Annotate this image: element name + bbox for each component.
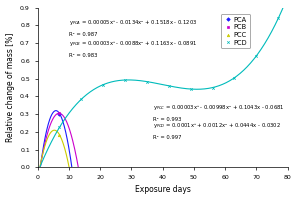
PCD [145,80,149,83]
PCC [36,178,39,181]
PCB [58,112,61,114]
Line: PCB: PCB [36,112,280,200]
PCA [36,187,39,190]
PCB [36,182,39,184]
Line: PCD: PCD [36,17,280,174]
PCD [58,126,61,128]
Text: R² = 0.983: R² = 0.983 [69,53,97,58]
Legend: PCA, PCB, PCC, PCD: PCA, PCB, PCC, PCD [221,14,250,48]
Y-axis label: Relative change of mass [%]: Relative change of mass [%] [6,33,15,142]
PCD [255,55,258,57]
Text: y$_{PCB}$ = 0.00003x³ - 0.0088x² + 0.1163x - 0.0891: y$_{PCB}$ = 0.00003x³ - 0.0088x² + 0.116… [69,39,197,48]
Text: R² = 0.997: R² = 0.997 [153,135,182,140]
PCD [276,17,280,20]
Text: y$_{PCA}$ = 0.00005x³ - 0.0134x² + 0.1518x - 0.1203: y$_{PCA}$ = 0.00005x³ - 0.0134x² + 0.151… [69,18,197,27]
Text: R² = 0.987: R² = 0.987 [69,32,98,37]
PCB [80,184,83,187]
Line: PCC: PCC [36,133,280,200]
PCD [101,83,105,86]
Text: y$_{PCC}$ = 0.00003x³ - 0.00998x² + 0.1043x - 0.0681: y$_{PCC}$ = 0.00003x³ - 0.00998x² + 0.10… [153,103,285,112]
PCD [167,85,171,87]
PCD [123,79,127,81]
PCD [80,98,83,100]
PCD [36,171,39,174]
PCC [58,134,61,136]
PCA [58,112,61,115]
Text: R² = 0.993: R² = 0.993 [153,117,182,122]
PCD [233,77,236,79]
Text: y$_{PCD}$ = 0.0001x³ + 0.0012x² + 0.0444x - 0.0302: y$_{PCD}$ = 0.0001x³ + 0.0012x² + 0.0444… [153,121,281,130]
Line: PCA: PCA [36,112,280,200]
X-axis label: Exposure days: Exposure days [135,185,190,194]
PCD [211,86,214,89]
PCD [189,88,193,90]
